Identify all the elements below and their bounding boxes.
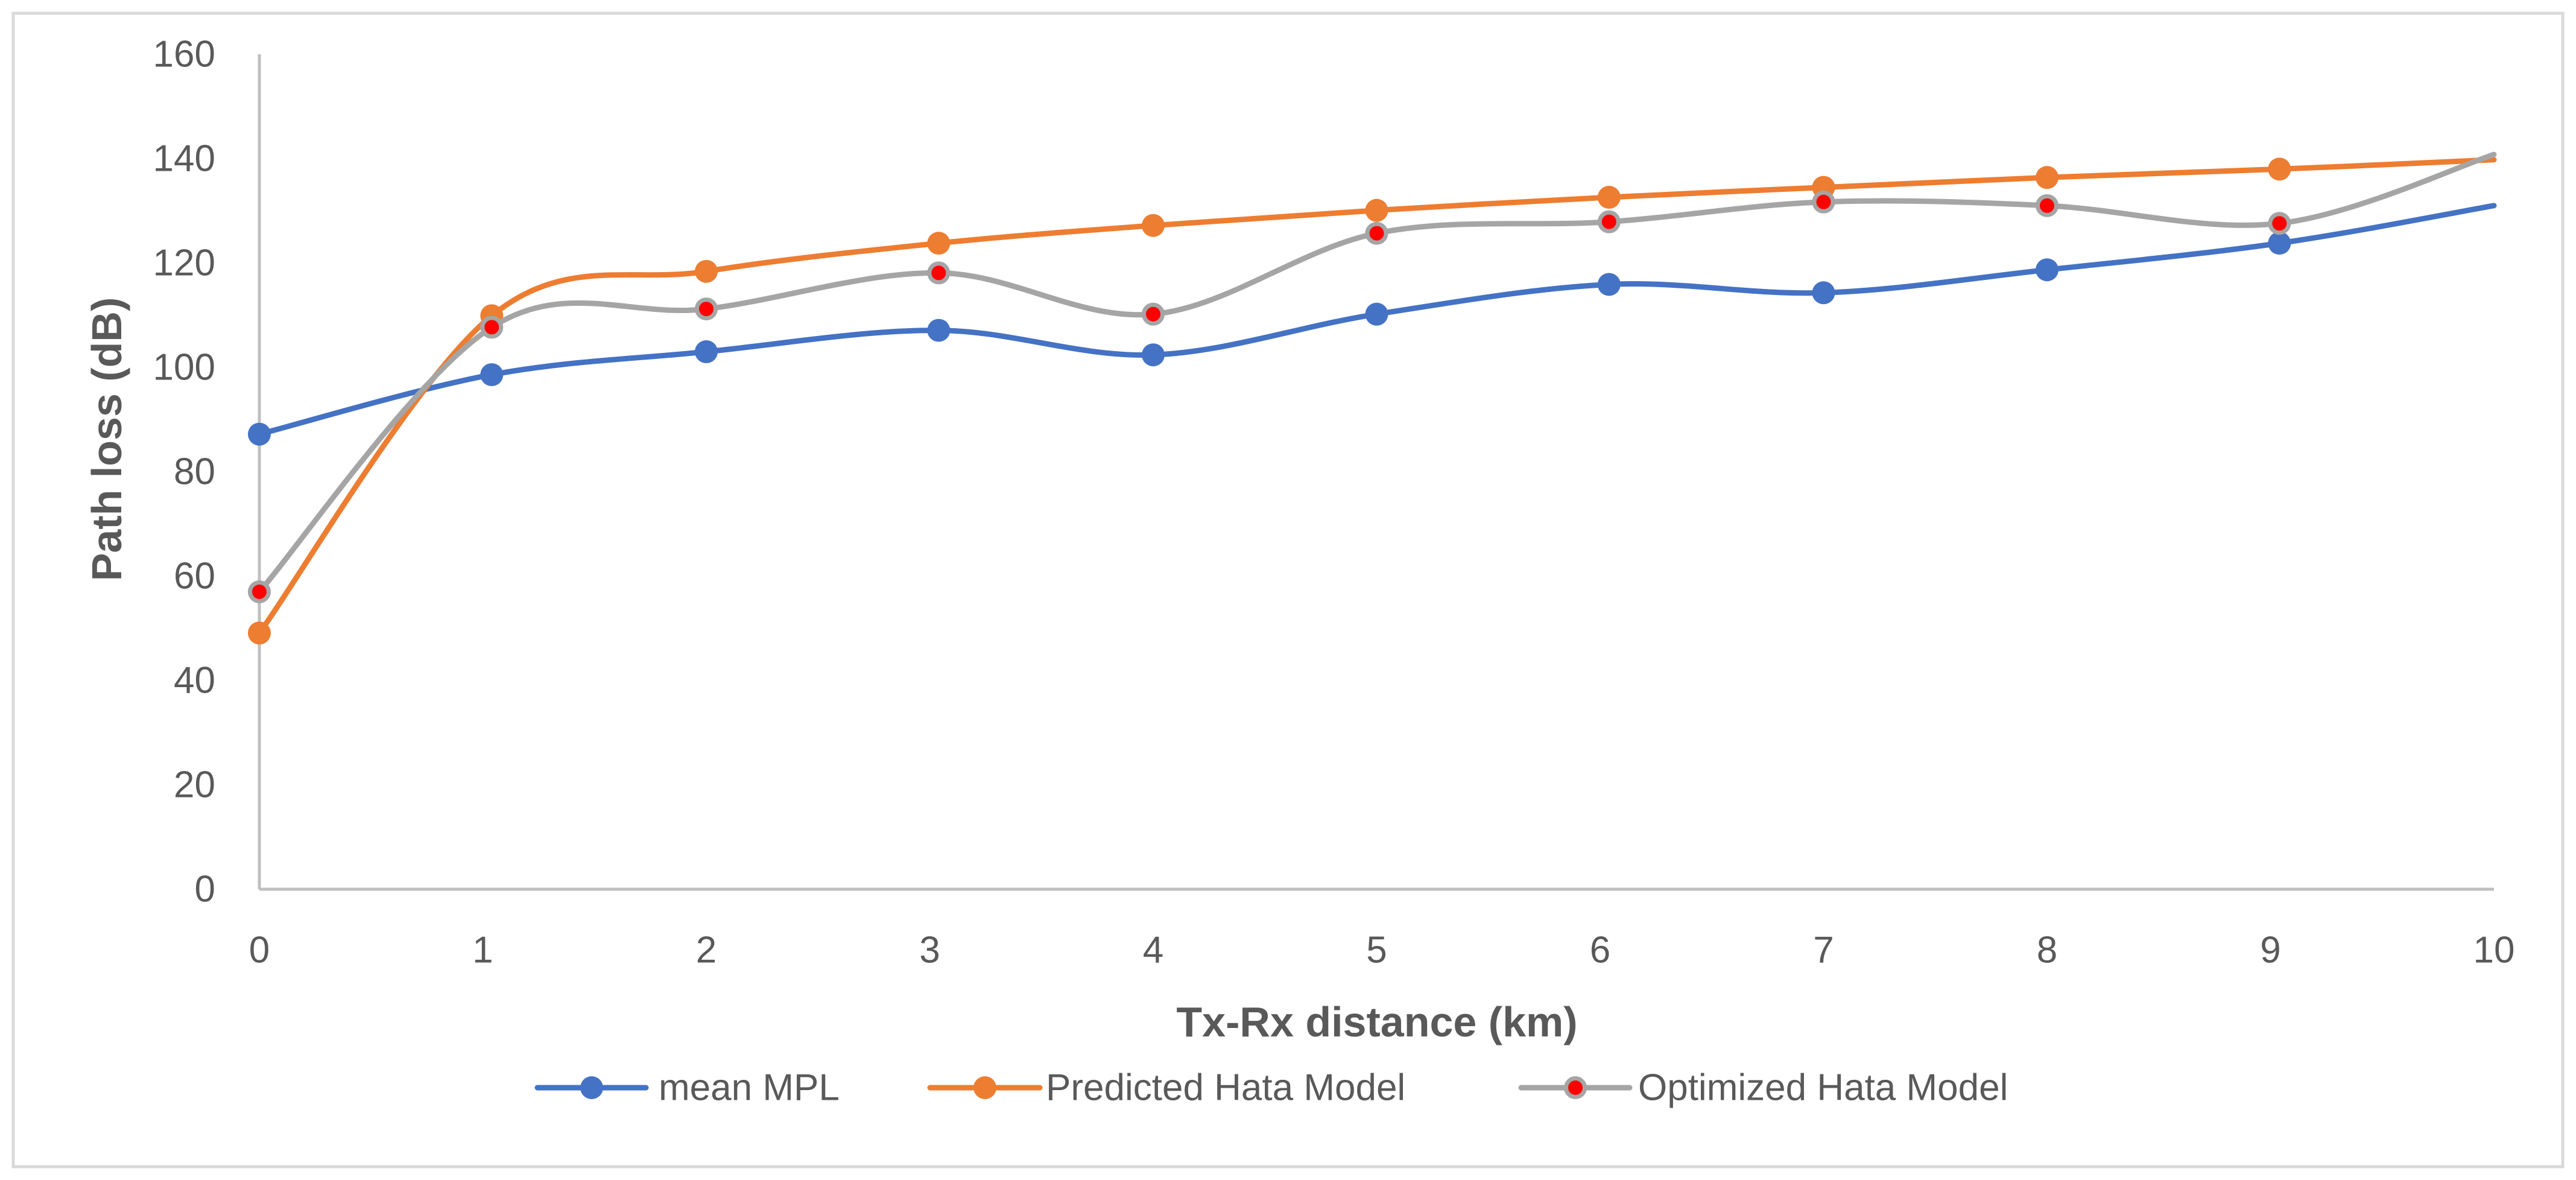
x-tick-label: 7 [1813,930,1834,971]
x-tick-label: 10 [2473,930,2515,971]
y-tick-label: 0 [195,869,215,910]
legend-label: Predicted Hata Model [1046,1067,1405,1109]
data-point-optimized-hata-model [2036,194,2059,217]
y-tick-label: 80 [174,451,215,493]
x-tick-label: 3 [919,930,940,971]
data-point-mean-mpl [927,319,951,342]
x-tick-label: 1 [472,930,493,971]
data-point-mean-mpl [1812,281,1835,305]
plot-area [248,151,2497,645]
data-point-predicted-hata-model [1142,214,1165,237]
x-tick-label: 6 [1590,930,1610,971]
legend-item-predicted-hata-model: Predicted Hata Model [927,1067,1405,1109]
y-tick-label: 20 [174,764,215,806]
data-point-predicted-hata-model [1597,186,1621,209]
x-tick-label: 0 [249,930,270,971]
data-point-optimized-hata-model [1142,302,1165,326]
data-point-optimized-hata-model [1597,210,1621,233]
series-line-predicted-hata-model [256,157,2497,636]
data-point-optimized-hata-model [1812,190,1835,214]
x-tick-label: 5 [1366,930,1387,971]
x-tick-labels: 0 1 2 3 4 5 6 7 8 9 10 [249,930,2515,971]
x-axis-title: Tx-Rx distance (km) [1176,998,1577,1045]
data-point-optimized-hata-model [248,580,271,603]
data-point-optimized-hata-model [2268,212,2291,235]
series-line-optimized-hata-model [256,151,2497,595]
data-point-predicted-hata-model [1365,198,1388,222]
legend-item-mean-mpl: mean MPL [534,1067,840,1109]
y-tick-label: 60 [174,556,215,597]
data-point-predicted-hata-model [695,259,718,283]
y-tick-labels: 0 20 40 60 80 100 120 140 160 [153,34,215,910]
y-tick-label: 100 [153,347,215,389]
y-tick-label: 160 [153,34,215,75]
legend-label: Optimized Hata Model [1638,1067,2008,1109]
legend-label: mean MPL [659,1067,840,1109]
legend-marker [580,1076,603,1099]
legend-marker [973,1076,996,1099]
legend-marker [1564,1076,1587,1099]
y-axis-title: Path loss (dB) [83,297,130,582]
data-point-mean-mpl [480,363,504,387]
data-point-optimized-hata-model [695,297,718,321]
legend: mean MPL Predicted Hata Model Optimized Ha… [534,1067,2008,1109]
x-tick-label: 8 [2037,930,2057,971]
data-point-mean-mpl [2268,232,2291,255]
x-tick-label: 9 [2260,930,2280,971]
x-tick-label: 2 [696,930,717,971]
data-point-mean-mpl [2036,258,2059,282]
y-tick-label: 40 [174,660,215,702]
x-tick-label: 4 [1143,930,1163,971]
y-tick-label: 120 [153,243,215,284]
data-point-mean-mpl [1142,343,1165,367]
y-tick-label: 140 [153,138,215,180]
legend-item-optimized-hata-model: Optimized Hata Model [1518,1067,2008,1109]
data-point-predicted-hata-model [2268,157,2291,181]
data-point-mean-mpl [695,340,718,364]
data-point-optimized-hata-model [1365,221,1388,245]
data-point-predicted-hata-model [248,621,271,645]
data-point-optimized-hata-model [927,261,951,285]
chart-border [11,11,2565,1169]
data-point-mean-mpl [248,422,271,446]
data-point-predicted-hata-model [927,232,951,255]
data-point-mean-mpl [1365,302,1388,326]
data-point-predicted-hata-model [2036,166,2059,189]
data-point-mean-mpl [1597,273,1621,296]
data-point-optimized-hata-model [480,316,504,339]
